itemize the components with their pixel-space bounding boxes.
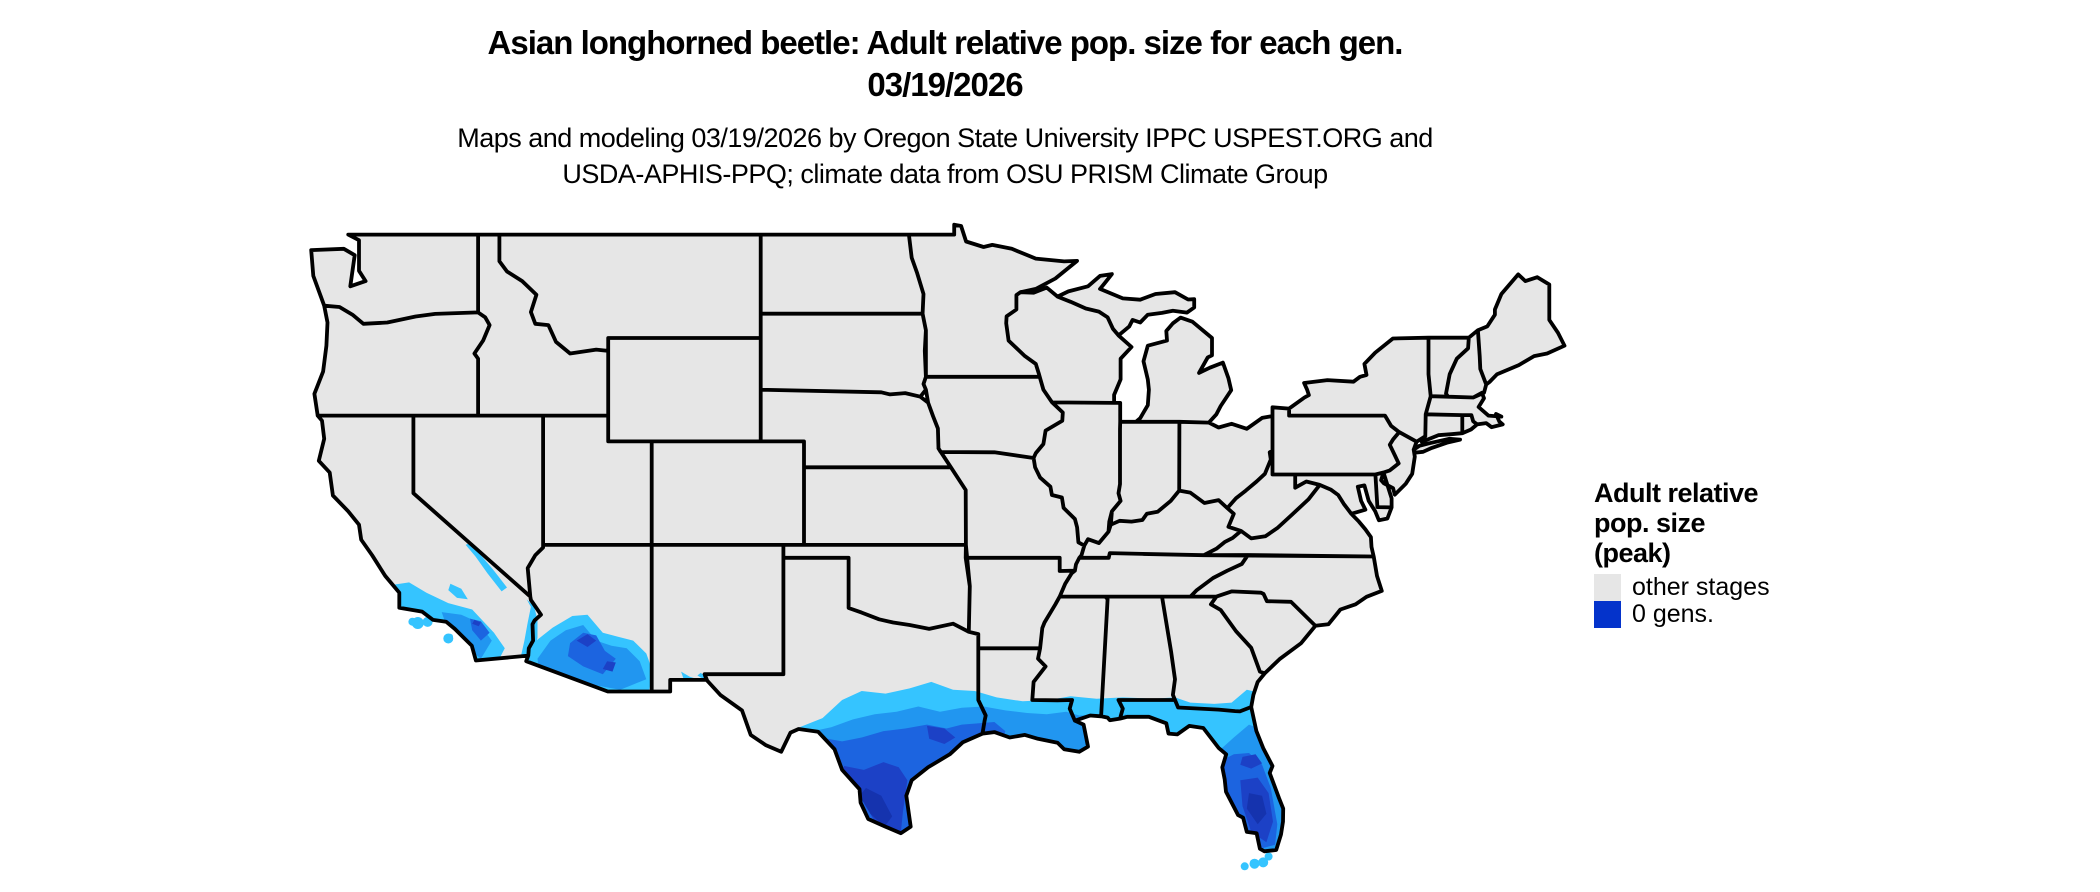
map-legend: Adult relative pop. size (peak) other st… xyxy=(1594,478,1994,628)
page-title-line1: Asian longhorned beetle: Adult relative … xyxy=(487,24,1404,61)
heat-level-3 xyxy=(470,618,1278,850)
legend-swatch-other-stages xyxy=(1594,574,1621,601)
heat-level-1 xyxy=(387,542,1295,852)
legend-label-zero-gens: 0 gens. xyxy=(1632,600,1715,628)
page-subtitle-line2: USDA-APHIS-PPQ; climate data from OSU PR… xyxy=(562,159,1328,189)
legend-rows: other stages 0 gens. xyxy=(1594,574,1994,628)
legend-title-line2: pop. size xyxy=(1594,508,1706,538)
heat-level-5 xyxy=(859,788,1267,827)
legend-row-other-stages: other stages xyxy=(1594,574,1994,601)
legend-label-other-stages: other stages xyxy=(1632,573,1770,601)
legend-title: Adult relative pop. size (peak) xyxy=(1594,478,1994,568)
legend-title-line1: Adult relative xyxy=(1594,478,1759,508)
legend-swatch-zero-gens xyxy=(1594,601,1621,628)
page-subtitle-line1: Maps and modeling 03/19/2026 by Oregon S… xyxy=(457,123,1433,153)
heat-overlay xyxy=(387,542,1295,852)
page-title: Asian longhorned beetle: Adult relative … xyxy=(0,22,1890,106)
state-borders xyxy=(309,222,1567,854)
page-subtitle: Maps and modeling 03/19/2026 by Oregon S… xyxy=(0,120,1890,192)
legend-row-zero-gens: 0 gens. xyxy=(1594,601,1994,628)
page-title-line2: 03/19/2026 xyxy=(867,66,1023,103)
legend-title-line3: (peak) xyxy=(1594,538,1671,568)
offshore-islands xyxy=(408,616,1273,871)
